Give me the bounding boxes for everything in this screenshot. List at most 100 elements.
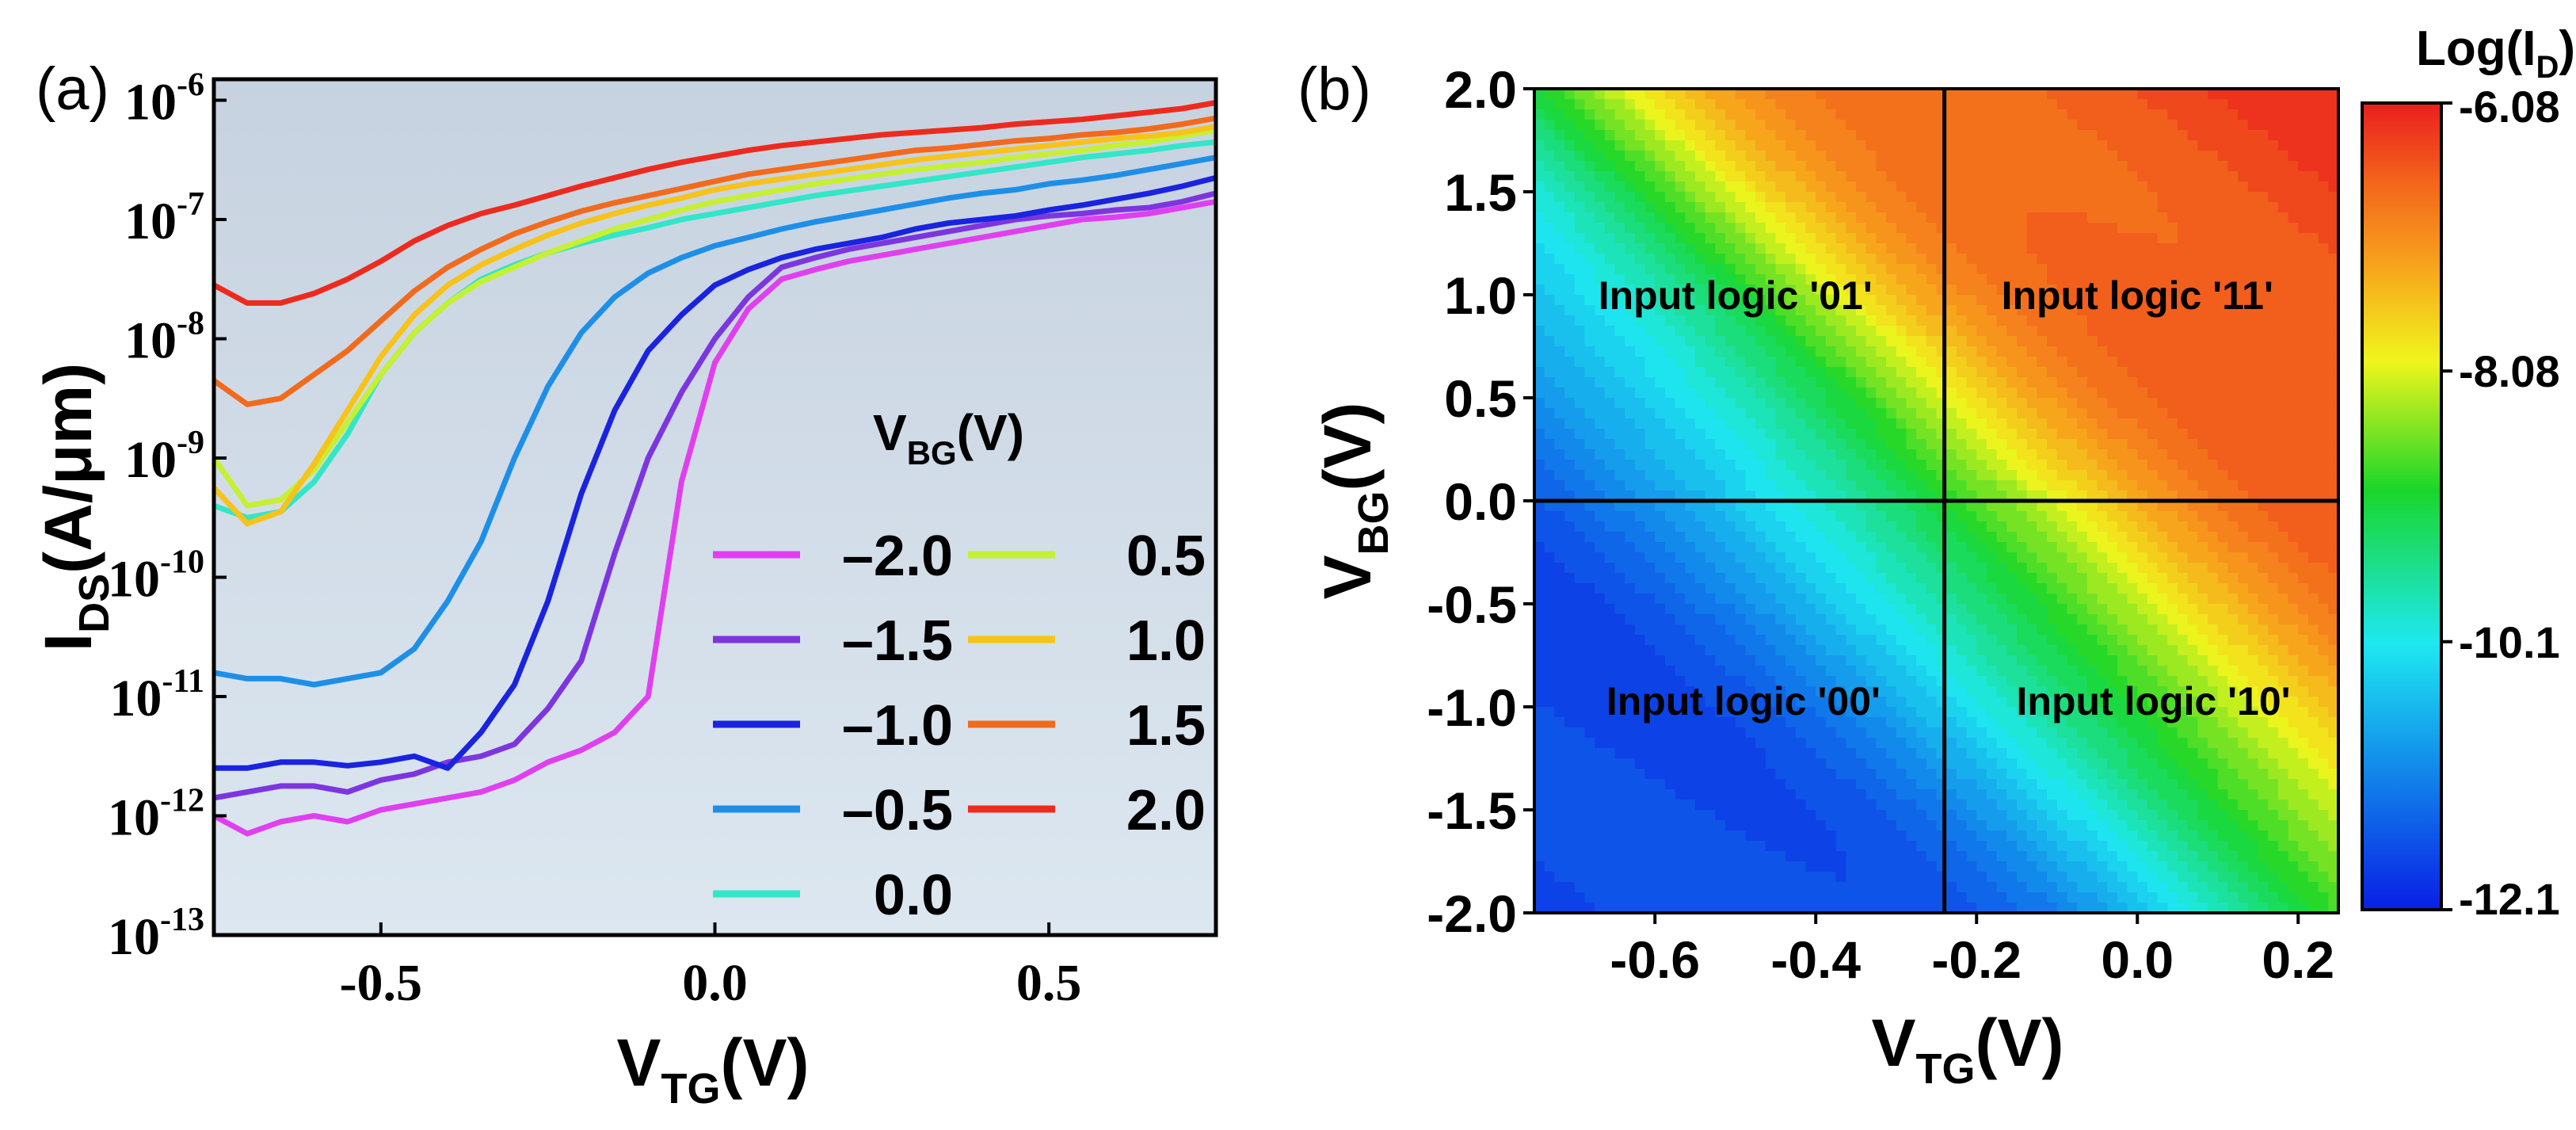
- heatmap-cell: [2057, 480, 2067, 491]
- heatmap-cell: [2147, 336, 2158, 347]
- heatmap-cell: [1886, 676, 1896, 687]
- heatmap-cell: [1545, 892, 1555, 903]
- heatmap-cell: [1595, 532, 1605, 543]
- heatmap-cell: [2117, 326, 2128, 337]
- heatmap-cell: [1926, 254, 1937, 265]
- heatmap-cell: [2147, 120, 2158, 131]
- heatmap-cell: [2147, 552, 2158, 563]
- heatmap-cell: [1625, 336, 1635, 347]
- heatmap-cell: [1725, 872, 1736, 883]
- heatmap-cell: [1545, 264, 1555, 275]
- heatmap-cell: [2027, 460, 2037, 471]
- heatmap-cell: [2117, 130, 2128, 141]
- heatmap-cell: [1967, 748, 1977, 759]
- heatmap-cell: [1695, 892, 1705, 903]
- heatmap-cell: [1976, 212, 1987, 223]
- heatmap-cell: [1957, 882, 1967, 893]
- heatmap-cell: [2057, 161, 2067, 172]
- heatmap-cell: [2117, 336, 2128, 347]
- heatmap-cell: [1836, 346, 1846, 357]
- heatmap-cell: [1766, 470, 1776, 481]
- heatmap-cell: [1916, 89, 1926, 100]
- heatmap-cell: [1705, 377, 1716, 388]
- heatmap-cell: [1725, 851, 1736, 862]
- heatmap-cell: [2067, 233, 2077, 244]
- heatmap-cell: [1816, 830, 1826, 842]
- heatmap-cell: [1705, 192, 1716, 203]
- heatmap-cell: [1926, 604, 1937, 615]
- heatmap-cell: [2137, 624, 2147, 636]
- heatmap-cell: [2087, 202, 2098, 213]
- heatmap-cell: [1534, 542, 1545, 553]
- heatmap-cell: [2037, 357, 2047, 368]
- heatmap-cell: [2077, 130, 2087, 141]
- heatmap-cell: [1967, 470, 1977, 481]
- heatmap-cell: [1685, 326, 1695, 337]
- heatmap-cell: [1906, 779, 1916, 790]
- heatmap-cell: [1625, 789, 1635, 800]
- heatmap-cell: [1976, 99, 1987, 110]
- heatmap-cell: [2098, 460, 2108, 471]
- heatmap-cell: [1916, 697, 1926, 708]
- heatmap-cell: [1826, 872, 1836, 883]
- heatmap-cell: [1534, 346, 1545, 357]
- heatmap-cell: [1705, 161, 1716, 172]
- heatmap-cell: [2128, 346, 2138, 357]
- heatmap-cell: [2067, 614, 2077, 625]
- heatmap-cell: [1534, 387, 1545, 399]
- heatmap-cell: [1635, 645, 1645, 656]
- heatmap-cell: [1635, 367, 1645, 378]
- heatmap-cell: [2087, 89, 2098, 100]
- heatmap-cell: [1836, 336, 1846, 347]
- heatmap-cell: [1725, 212, 1736, 223]
- heatmap-cell: [1785, 810, 1796, 821]
- heatmap-cell: [2037, 872, 2047, 883]
- heatmap-cell: [2077, 748, 2087, 759]
- heatmap-cell: [1736, 830, 1746, 842]
- heatmap-cell: [1635, 727, 1645, 739]
- heatmap-cell: [1967, 429, 1977, 440]
- heatmap-cell: [1836, 109, 1846, 120]
- heatmap-cell: [2006, 563, 2017, 574]
- heatmap-cell: [1866, 387, 1877, 399]
- heatmap-cell: [1675, 161, 1686, 172]
- heatmap-cell: [2006, 851, 2017, 862]
- heatmap-cell: [2017, 418, 2027, 429]
- heatmap-cell: [2067, 769, 2077, 780]
- heatmap-cell: [1916, 830, 1926, 842]
- heatmap-cell: [1856, 583, 1866, 594]
- heatmap-cell: [2107, 346, 2117, 357]
- heatmap-cell: [1685, 594, 1695, 605]
- heatmap-cell: [1745, 800, 1755, 811]
- heatmap-cell: [1605, 181, 1615, 193]
- heatmap-cell: [1826, 624, 1836, 636]
- heatmap-cell: [1987, 274, 1997, 285]
- heatmap-cell: [1575, 140, 1585, 151]
- heatmap-cell: [1876, 171, 1886, 182]
- heatmap-cell: [1957, 800, 1967, 811]
- heatmap-cell: [1665, 820, 1675, 831]
- heatmap-cell: [1957, 243, 1967, 254]
- heatmap-cell: [2147, 212, 2158, 223]
- heatmap-cell: [1675, 387, 1686, 399]
- heatmap-cell: [2137, 192, 2147, 203]
- heatmap-cell: [1876, 861, 1886, 872]
- heatmap-cell: [1836, 120, 1846, 131]
- heatmap-cell: [1997, 810, 2007, 821]
- heatmap-cell: [2077, 511, 2087, 522]
- heatmap-cell: [1736, 151, 1746, 162]
- heatmap-cell: [1976, 202, 1987, 213]
- heatmap-cell: [1655, 346, 1665, 357]
- heatmap-cell: [1876, 140, 1886, 151]
- heatmap-cell: [1736, 408, 1746, 419]
- heatmap-cell: [1675, 480, 1686, 491]
- heatmap-cell: [1906, 769, 1916, 780]
- heatmap-cell: [1806, 357, 1816, 368]
- heatmap-cell: [1806, 470, 1816, 481]
- heatmap-cell: [1836, 820, 1846, 831]
- heatmap-cell: [1886, 254, 1896, 265]
- heatmap-cell: [1736, 398, 1746, 409]
- heatmap-cell: [1595, 357, 1605, 368]
- heatmap-cell: [1856, 418, 1866, 429]
- heatmap-cell: [1635, 655, 1645, 666]
